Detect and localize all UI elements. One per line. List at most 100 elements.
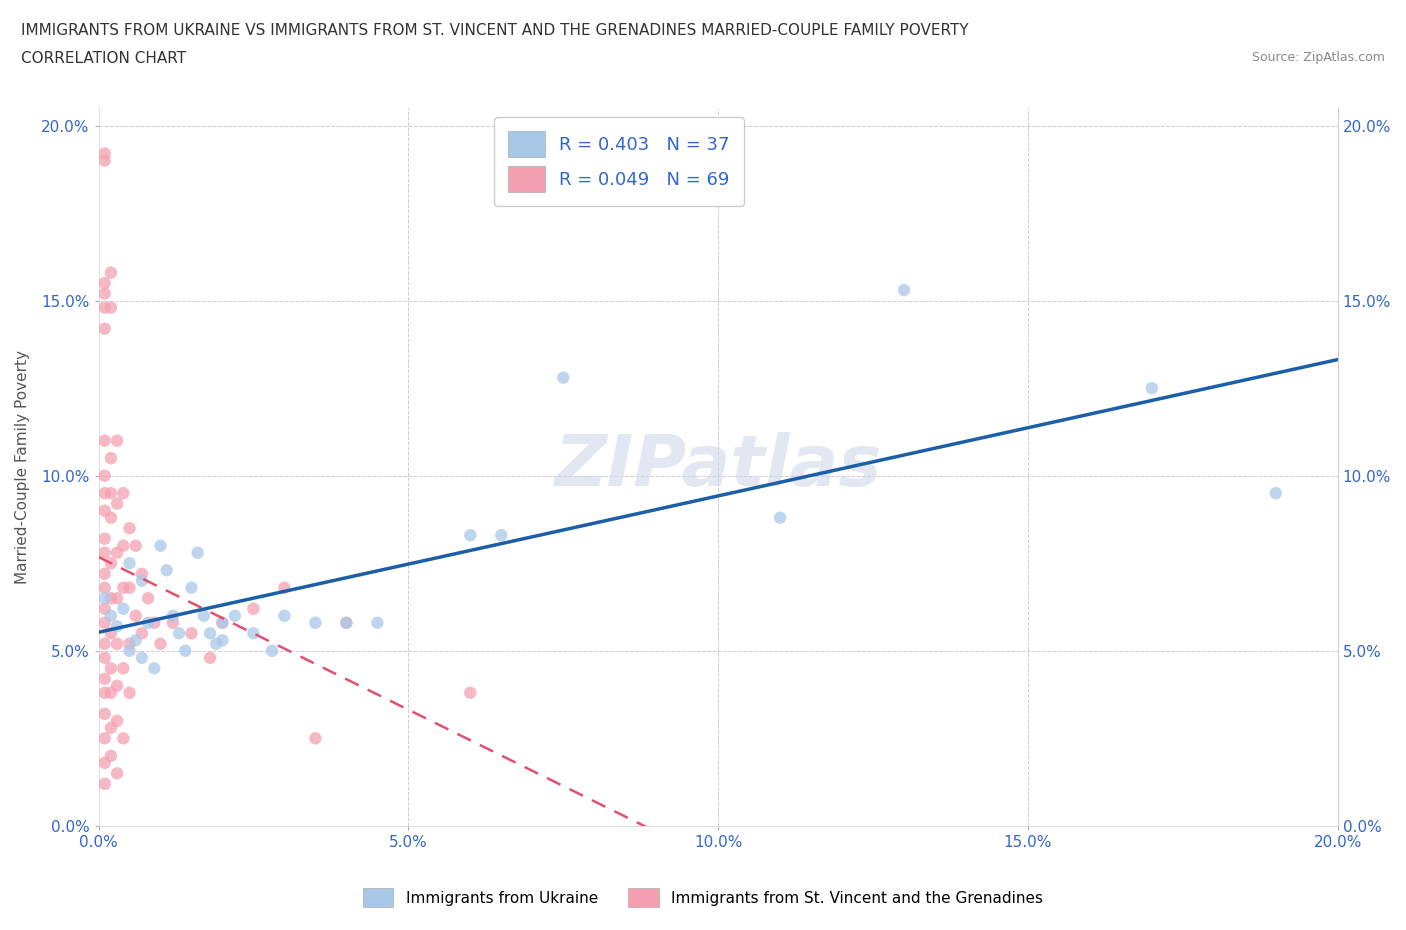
Point — [93, 485, 115, 500]
Point — [553, 370, 575, 385]
Point — [366, 616, 388, 631]
Point — [93, 300, 115, 315]
Point — [105, 591, 128, 605]
Point — [136, 591, 159, 605]
Point — [156, 563, 179, 578]
Point — [304, 616, 326, 631]
Point — [118, 556, 141, 571]
Text: IMMIGRANTS FROM UKRAINE VS IMMIGRANTS FROM ST. VINCENT AND THE GRENADINES MARRIE: IMMIGRANTS FROM UKRAINE VS IMMIGRANTS FR… — [21, 23, 969, 38]
Legend: R = 0.403   N = 37, R = 0.049   N = 69: R = 0.403 N = 37, R = 0.049 N = 69 — [494, 117, 744, 206]
Point — [112, 580, 135, 595]
Point — [174, 644, 197, 658]
Point — [93, 433, 115, 448]
Point — [162, 608, 184, 623]
Point — [273, 608, 295, 623]
Point — [105, 678, 128, 693]
Point — [105, 713, 128, 728]
Point — [143, 616, 166, 631]
Point — [131, 626, 153, 641]
Point — [100, 685, 122, 700]
Point — [93, 755, 115, 770]
Point — [167, 626, 190, 641]
Point — [93, 566, 115, 581]
Point — [93, 591, 115, 605]
Point — [131, 566, 153, 581]
Point — [100, 451, 122, 466]
Point — [187, 545, 209, 560]
Point — [100, 511, 122, 525]
Point — [118, 521, 141, 536]
Point — [112, 661, 135, 676]
Point — [93, 531, 115, 546]
Point — [125, 538, 148, 553]
Point — [93, 777, 115, 791]
Point — [105, 766, 128, 781]
Point — [93, 685, 115, 700]
Point — [118, 685, 141, 700]
Point — [100, 485, 122, 500]
Point — [100, 591, 122, 605]
Point — [131, 573, 153, 588]
Point — [93, 321, 115, 336]
Point — [335, 616, 357, 631]
Point — [131, 650, 153, 665]
Point — [100, 626, 122, 641]
Point — [118, 580, 141, 595]
Point — [112, 485, 135, 500]
Point — [93, 616, 115, 631]
Point — [100, 300, 122, 315]
Point — [93, 731, 115, 746]
Point — [1140, 380, 1163, 395]
Point — [105, 545, 128, 560]
Point — [105, 497, 128, 512]
Point — [211, 616, 233, 631]
Point — [93, 146, 115, 161]
Point — [458, 528, 481, 543]
Point — [893, 283, 915, 298]
Point — [93, 671, 115, 686]
Point — [100, 721, 122, 736]
Point — [100, 265, 122, 280]
Point — [112, 731, 135, 746]
Point — [93, 602, 115, 617]
Point — [93, 468, 115, 483]
Point — [93, 503, 115, 518]
Point — [491, 528, 513, 543]
Point — [105, 618, 128, 633]
Point — [93, 286, 115, 301]
Point — [125, 632, 148, 647]
Point — [198, 626, 221, 641]
Point — [100, 608, 122, 623]
Point — [205, 636, 228, 651]
Point — [224, 608, 246, 623]
Point — [93, 636, 115, 651]
Point — [105, 636, 128, 651]
Legend: Immigrants from Ukraine, Immigrants from St. Vincent and the Grenadines: Immigrants from Ukraine, Immigrants from… — [357, 883, 1049, 913]
Point — [143, 661, 166, 676]
Point — [335, 616, 357, 631]
Text: Source: ZipAtlas.com: Source: ZipAtlas.com — [1251, 51, 1385, 64]
Point — [93, 275, 115, 290]
Point — [136, 616, 159, 631]
Point — [260, 644, 283, 658]
Point — [769, 511, 792, 525]
Point — [180, 580, 202, 595]
Point — [304, 731, 326, 746]
Point — [105, 433, 128, 448]
Point — [100, 556, 122, 571]
Point — [100, 749, 122, 764]
Y-axis label: Married-Couple Family Poverty: Married-Couple Family Poverty — [15, 350, 30, 584]
Point — [93, 580, 115, 595]
Point — [198, 650, 221, 665]
Text: CORRELATION CHART: CORRELATION CHART — [21, 51, 186, 66]
Point — [118, 636, 141, 651]
Point — [93, 153, 115, 168]
Text: ZIPatlas: ZIPatlas — [554, 432, 882, 501]
Point — [112, 538, 135, 553]
Point — [458, 685, 481, 700]
Point — [211, 616, 233, 631]
Point — [100, 661, 122, 676]
Point — [1264, 485, 1286, 500]
Point — [118, 644, 141, 658]
Point — [193, 608, 215, 623]
